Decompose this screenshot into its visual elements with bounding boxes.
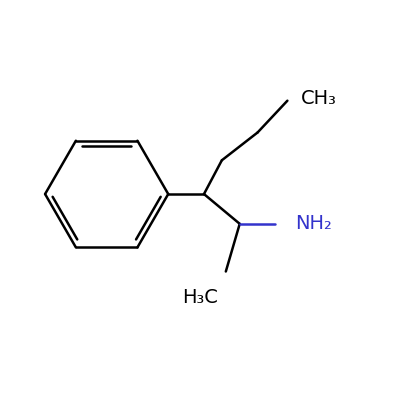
Text: NH₂: NH₂ bbox=[295, 214, 332, 233]
Text: CH₃: CH₃ bbox=[301, 89, 337, 108]
Text: H₃C: H₃C bbox=[182, 288, 218, 307]
